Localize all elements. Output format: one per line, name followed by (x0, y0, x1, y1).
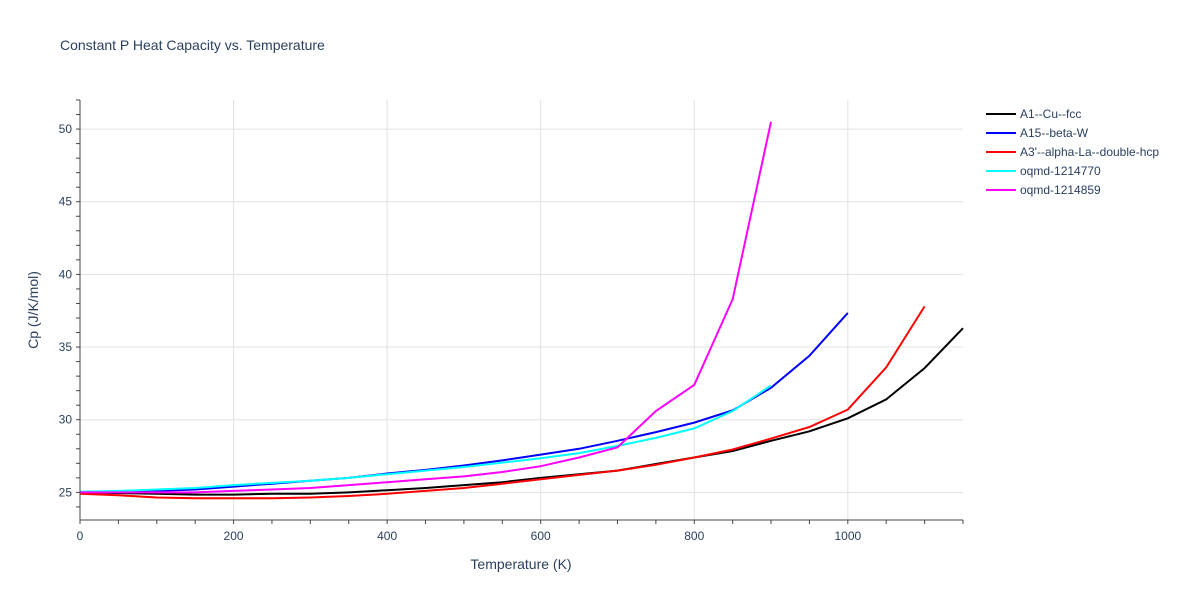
y-tick-label: 50 (59, 122, 73, 136)
legend-label: A1--Cu--fcc (1020, 107, 1081, 121)
x-tick-label: 600 (531, 529, 551, 543)
x-tick-label: 400 (377, 529, 397, 543)
x-axis-label: Temperature (K) (470, 556, 571, 572)
y-tick-label: 40 (59, 267, 73, 281)
chart-title: Constant P Heat Capacity vs. Temperature (60, 37, 325, 53)
legend-label: A3'--alpha-La--double-hcp (1020, 145, 1159, 159)
legend-item[interactable]: A15--beta-W (986, 126, 1089, 140)
y-tick-label: 30 (59, 413, 73, 427)
legend-item[interactable]: oqmd-1214859 (986, 183, 1101, 197)
legend-item[interactable]: oqmd-1214770 (986, 164, 1101, 178)
x-tick-label: 200 (224, 529, 244, 543)
y-tick-label: 25 (59, 485, 73, 499)
series-line-A15--beta-W (79, 312, 849, 494)
axes: 0 200 400 600 800 1000 25 30 35 40 45 50 (59, 99, 964, 543)
legend[interactable]: A1--Cu--fcc A15--beta-W A3'--alpha-La--dou… (986, 107, 1159, 197)
y-tick-label: 45 (59, 195, 73, 209)
grid (80, 100, 963, 520)
y-tick-label: 35 (59, 340, 73, 354)
legend-item[interactable]: A1--Cu--fcc (986, 107, 1081, 121)
legend-label: oqmd-1214770 (1020, 164, 1101, 178)
legend-item[interactable]: A3'--alpha-La--double-hcp (986, 145, 1159, 159)
series-line-oqmd-1214859 (80, 121, 772, 494)
series-line-A1--Cu--fcc (79, 327, 964, 496)
legend-label: A15--beta-W (1020, 126, 1089, 140)
series-line-A3'--alpha-La--double-hcp (79, 305, 926, 500)
x-tick-label: 800 (684, 529, 704, 543)
y-axis-label: Cp (J/K/mol) (25, 271, 41, 349)
x-tick-label: 0 (77, 529, 84, 543)
series-line-oqmd-1214770 (79, 384, 772, 493)
x-tick-label: 1000 (834, 529, 861, 543)
legend-label: oqmd-1214859 (1020, 183, 1101, 197)
series-lines (79, 121, 964, 500)
